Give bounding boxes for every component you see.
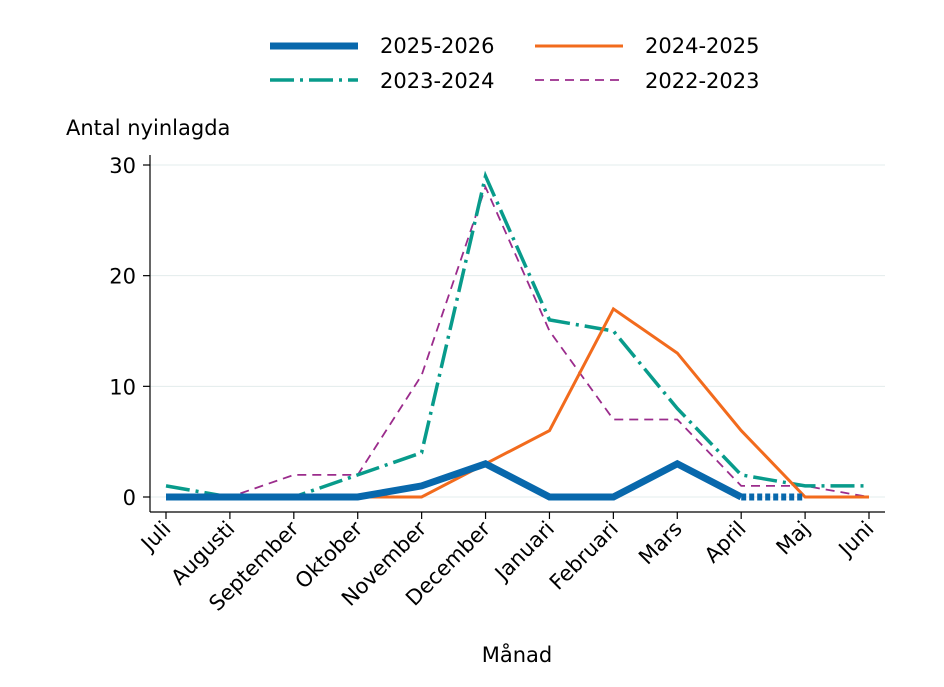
- x-axis-title: Månad: [482, 642, 553, 667]
- y-axis-title: Antal nyinlagda: [66, 116, 230, 140]
- x-tick-label: April: [700, 517, 751, 568]
- legend-label-2022-2023: 2022-2023: [645, 69, 759, 93]
- y-ticks: 0 10 20 30: [109, 154, 150, 510]
- series-line-2024-2025: [357, 306, 869, 499]
- x-tick-label: Juni: [833, 517, 879, 563]
- x-tick-label: Mars: [634, 517, 687, 570]
- y-tick-label: 20: [109, 265, 136, 289]
- axes: [149, 155, 885, 513]
- legend-item-2023-2024: 2023-2024: [270, 69, 494, 93]
- gridlines: [150, 164, 885, 498]
- legend-item-2022-2023: 2022-2023: [535, 69, 759, 93]
- legend-label-2024-2025: 2024-2025: [645, 34, 759, 58]
- legend: 2025-2026 2024-2025 2023-2024 2022-2023: [270, 34, 759, 93]
- y-tick-label: 10: [109, 375, 136, 399]
- legend-label-2025-2026: 2025-2026: [380, 34, 494, 58]
- x-tick-label: Maj: [772, 517, 815, 560]
- x-ticks: JuliAugustiSeptemberOktoberNovemberDecem…: [135, 512, 879, 616]
- legend-item-2024-2025: 2024-2025: [535, 34, 759, 58]
- series-line-2025-2026: [166, 459, 743, 501]
- y-tick-label: 0: [123, 486, 136, 510]
- y-tick-label: 30: [109, 154, 136, 178]
- series-line-2022-2023: [166, 184, 870, 498]
- x-tick-label: Februari: [545, 517, 623, 595]
- legend-item-2025-2026: 2025-2026: [270, 34, 494, 58]
- series-lines: [165, 170, 870, 501]
- x-tick-label: Juli: [135, 517, 175, 557]
- legend-label-2023-2024: 2023-2024: [380, 69, 494, 93]
